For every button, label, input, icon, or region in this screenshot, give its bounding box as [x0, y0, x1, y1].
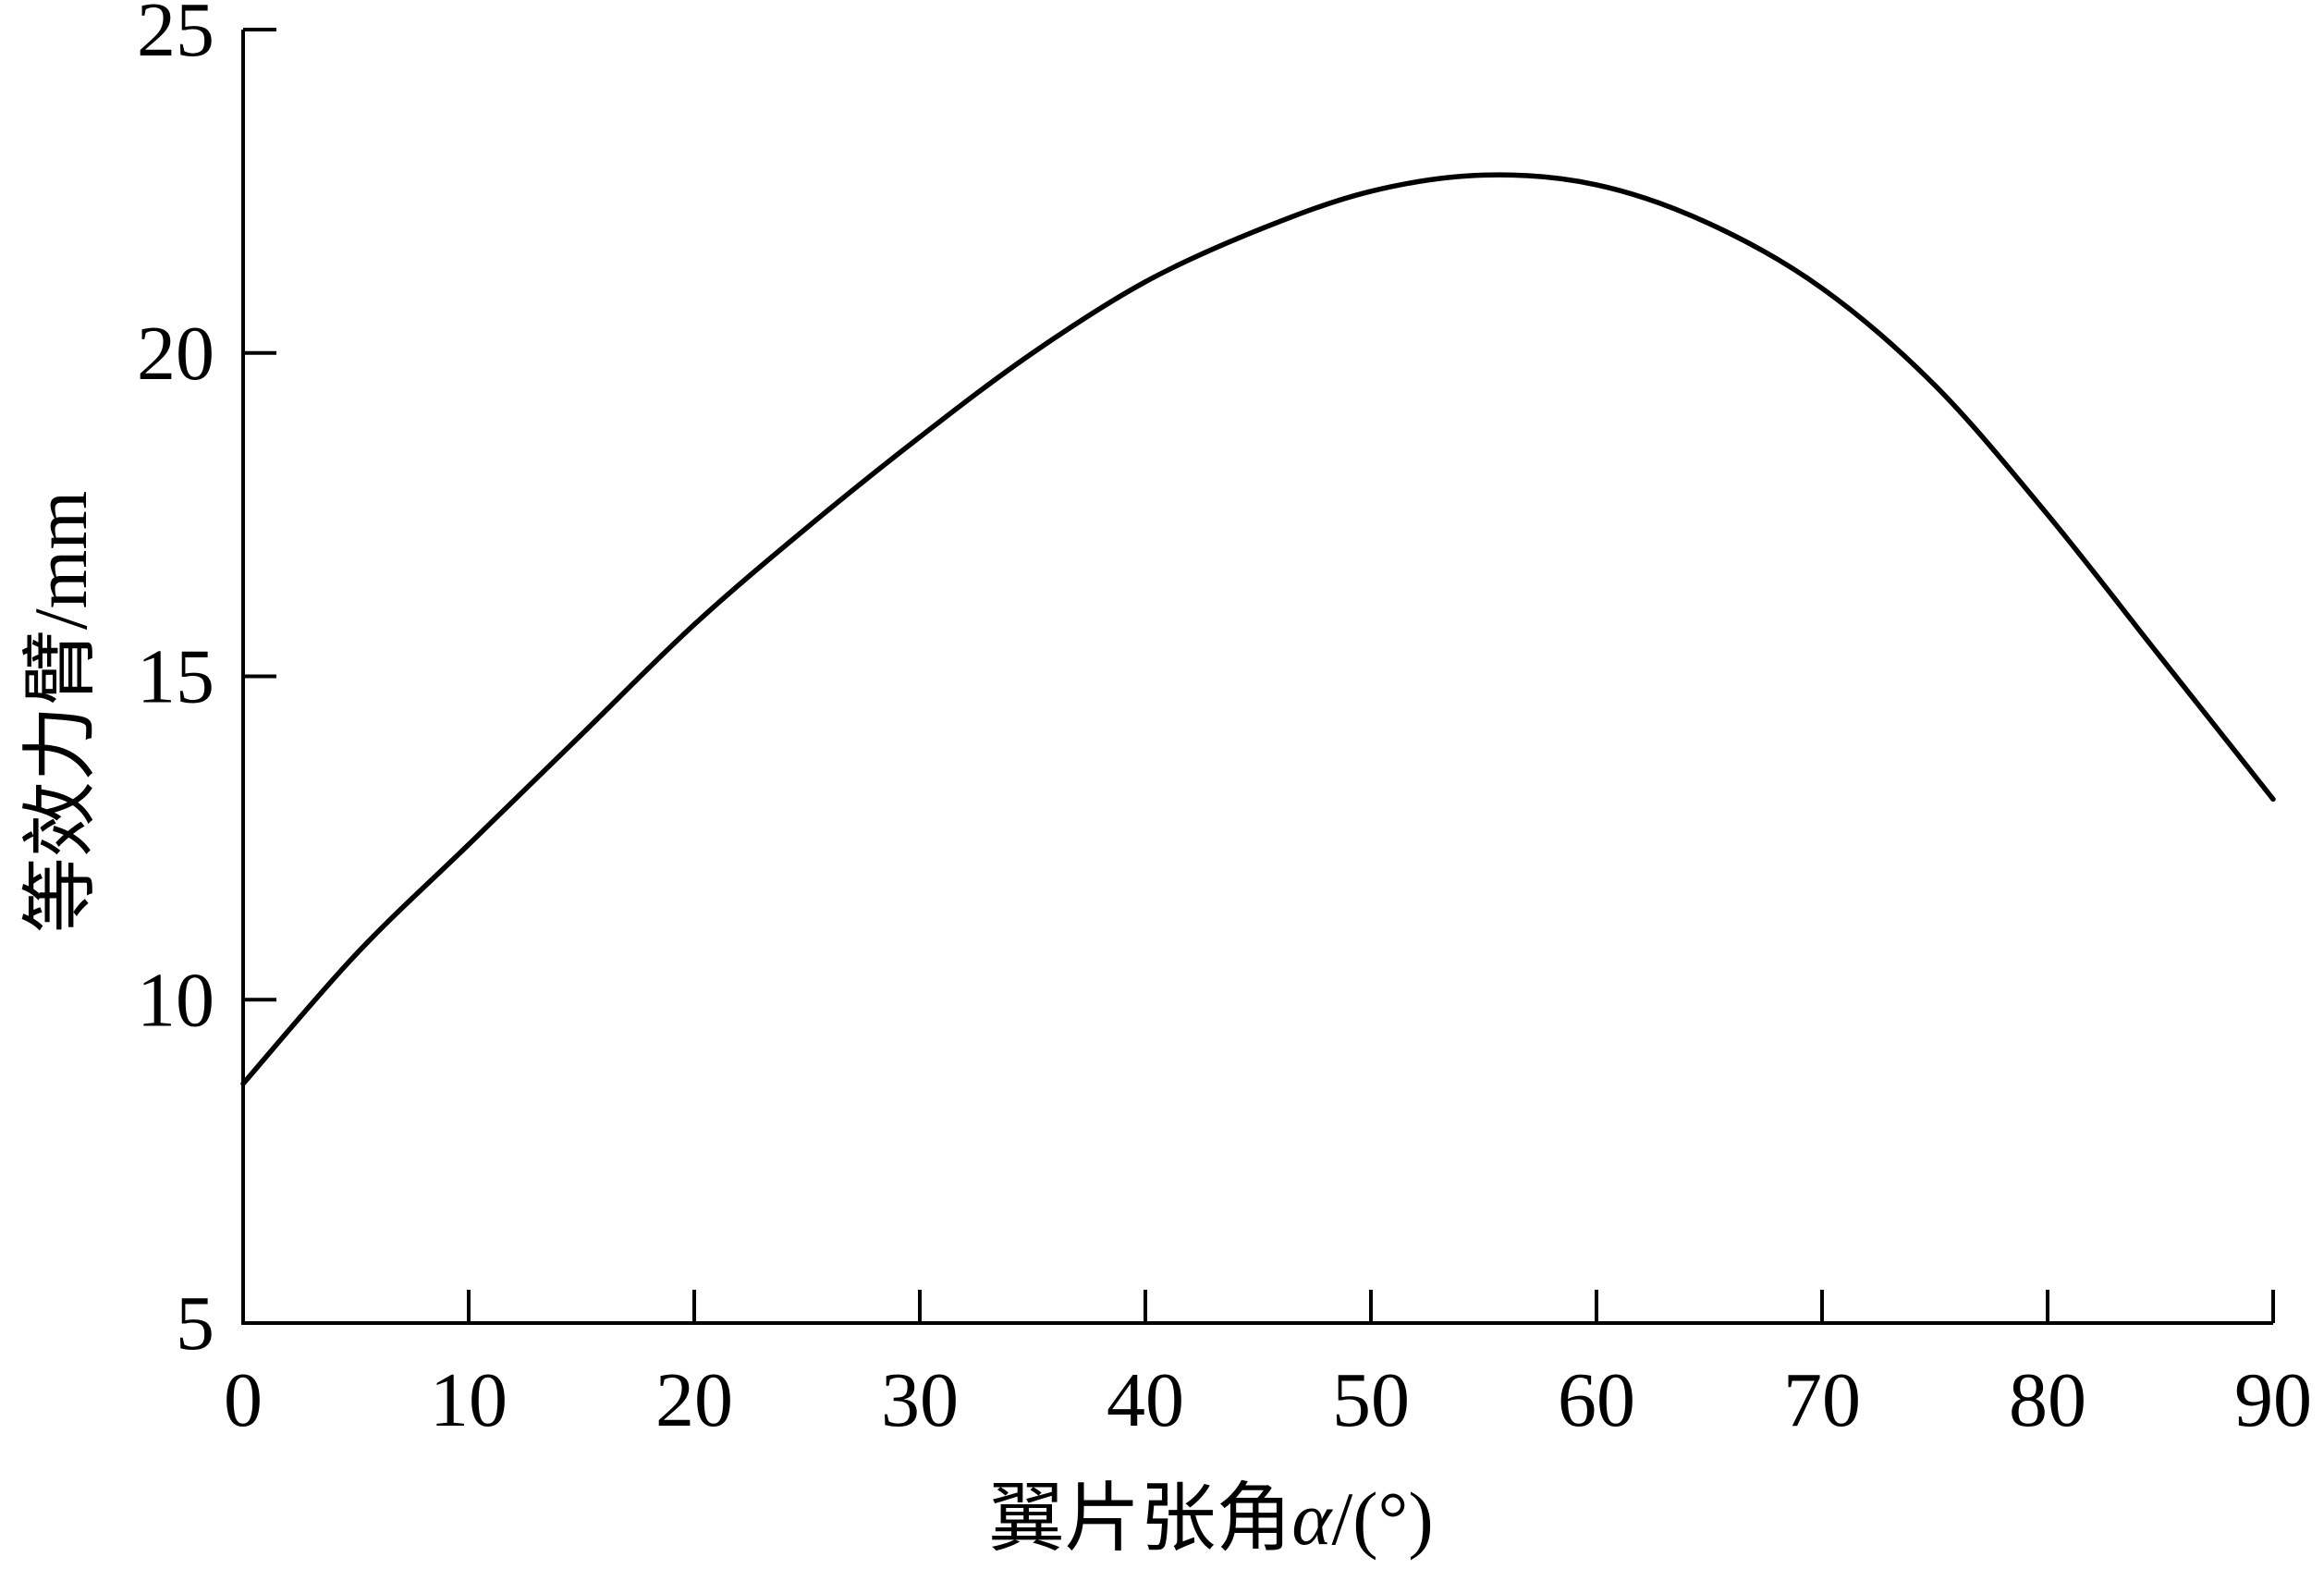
x-tick-label: 60	[1558, 1357, 1635, 1443]
axes	[241, 30, 2273, 1325]
x-tick-label: 70	[1783, 1357, 1861, 1443]
y-axis-title-cjk: 等效力臂	[17, 630, 104, 933]
x-tick-label: 10	[430, 1357, 508, 1443]
y-tick-label: 20	[137, 311, 214, 397]
x-tick-label: 90	[2234, 1357, 2312, 1443]
y-axis-title-unit: /mm	[18, 491, 103, 630]
x-tick-label: 80	[2009, 1357, 2086, 1443]
x-tick-label: 50	[1332, 1357, 1410, 1443]
series-line	[240, 172, 2276, 1086]
x-tick-label: 0	[224, 1357, 263, 1443]
x-axis-title-unit: /(°)	[1331, 1477, 1433, 1561]
series-group	[240, 172, 2276, 1086]
y-axis-title: 等效力臂/mm	[17, 491, 104, 933]
y-tick-label: 5	[176, 1281, 214, 1367]
x-ticks: 0 10 20 30 40 50 60 70 80 90	[224, 1290, 2312, 1443]
x-axis-title-cjk: 翼片张角	[988, 1475, 1291, 1563]
x-axis-title: 翼片张角α/(°)	[988, 1475, 1433, 1563]
x-tick-label: 30	[881, 1357, 959, 1443]
y-tick-label: 10	[137, 957, 214, 1043]
x-tick-label: 20	[655, 1357, 733, 1443]
y-tick-label: 25	[137, 0, 214, 73]
x-tick-label: 40	[1107, 1357, 1184, 1443]
y-ticks: 5 10 15 20 25	[137, 0, 276, 1367]
y-tick-label: 15	[137, 634, 214, 720]
x-axis-title-symbol: α	[1291, 1477, 1333, 1561]
